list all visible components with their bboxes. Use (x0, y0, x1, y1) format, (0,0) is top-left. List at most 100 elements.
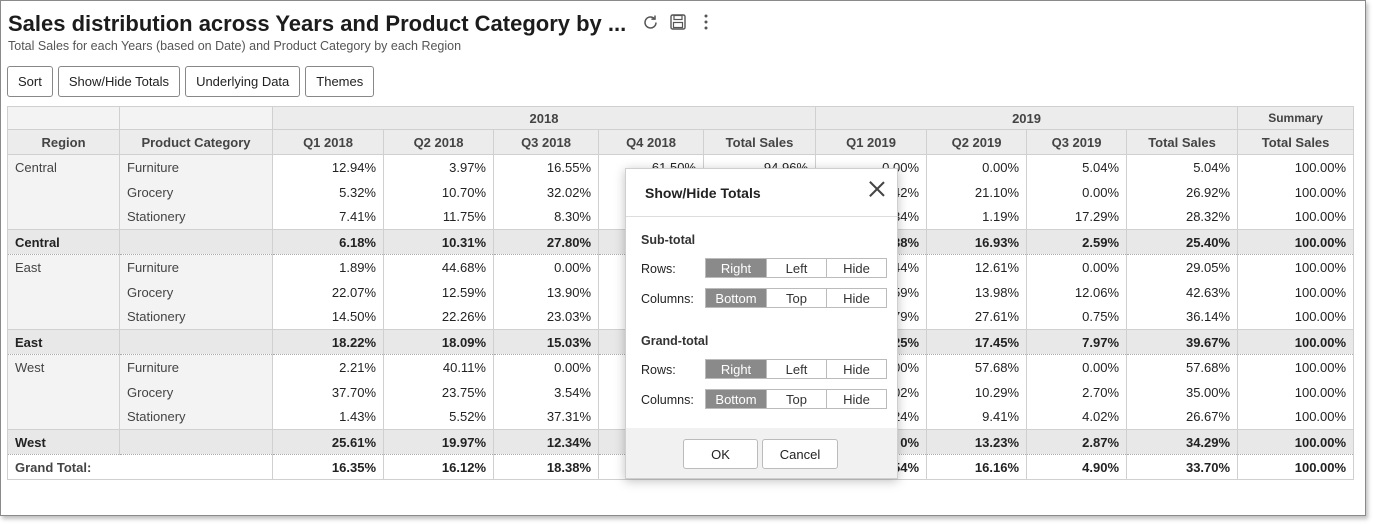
column-header[interactable]: Total Sales (702, 129, 817, 155)
region-cell: West (7, 429, 120, 455)
region-cell: East (7, 254, 120, 280)
subtotal-columns-hide-option[interactable]: Hide (826, 289, 886, 307)
grandtotal-columns-bottom-option[interactable]: Bottom (706, 390, 766, 408)
title-actions (641, 13, 715, 31)
value-cell: 2.70% (1026, 379, 1128, 405)
value-cell: 10.31% (383, 229, 494, 255)
value-cell: 0.00% (1026, 179, 1128, 205)
grandtotal-columns-toggle: Bottom Top Hide (705, 389, 887, 409)
subtotal-rows-left-option[interactable]: Left (766, 259, 826, 277)
category-cell: Grocery (119, 379, 273, 405)
value-cell: 12.06% (1026, 279, 1128, 305)
value-cell: 0.00% (493, 354, 599, 380)
more-vert-icon[interactable] (697, 13, 715, 31)
column-header[interactable]: Total Sales (1237, 129, 1355, 155)
value-cell: 13.23% (926, 429, 1028, 455)
column-header[interactable]: Q2 2019 (926, 129, 1028, 155)
year-header-2019[interactable]: 2019 (815, 106, 1239, 130)
category-cell (119, 329, 273, 355)
refresh-icon[interactable] (641, 13, 659, 31)
category-cell: Stationery (119, 304, 273, 330)
value-cell: 23.75% (383, 379, 494, 405)
dialog-title: Show/Hide Totals (645, 185, 761, 201)
value-cell: 100.00% (1237, 154, 1355, 180)
ok-button[interactable]: OK (683, 439, 758, 469)
show-hide-totals-button[interactable]: Show/Hide Totals (57, 66, 181, 97)
column-header[interactable]: Q2 2018 (383, 129, 494, 155)
year-header-2018[interactable]: 2018 (271, 106, 817, 130)
themes-button[interactable]: Themes (305, 66, 375, 97)
value-cell: 18.22% (272, 329, 384, 355)
subtotal-columns-bottom-option[interactable]: Bottom (706, 289, 766, 307)
column-header[interactable]: Product Category (119, 129, 273, 155)
subtotal-rows-right-option[interactable]: Right (706, 259, 766, 277)
value-cell: 0.00% (1026, 254, 1128, 280)
value-cell: 11.75% (383, 204, 494, 230)
column-header[interactable]: Region (7, 129, 120, 155)
subtotal-label: Sub-total (641, 233, 696, 247)
value-cell: 29.05% (1126, 254, 1239, 280)
underlying-data-button[interactable]: Underlying Data (185, 66, 301, 97)
close-icon[interactable] (867, 179, 887, 199)
value-cell: 5.04% (1126, 154, 1239, 180)
value-cell: 12.34% (493, 429, 599, 455)
category-cell: Stationery (119, 404, 273, 430)
value-cell: 0.00% (926, 154, 1028, 180)
subtotal-columns-top-option[interactable]: Top (766, 289, 826, 307)
region-cell (7, 304, 120, 330)
grandtotal-columns-hide-option[interactable]: Hide (826, 390, 886, 408)
value-cell: 44.68% (383, 254, 494, 280)
value-cell: 100.00% (1237, 379, 1355, 405)
value-cell: 42.63% (1126, 279, 1239, 305)
grandtotal-rows-left-option[interactable]: Left (766, 360, 826, 378)
value-cell: 16.55% (493, 154, 599, 180)
column-header[interactable]: Q1 2019 (815, 129, 928, 155)
category-cell: Furniture (119, 354, 273, 380)
region-cell: Central (7, 154, 120, 180)
value-cell: 3.97% (383, 154, 494, 180)
value-cell: 0.00% (493, 254, 599, 280)
save-icon[interactable] (669, 13, 687, 31)
value-cell: 25.40% (1126, 229, 1239, 255)
category-cell: Furniture (119, 254, 273, 280)
value-cell: 37.70% (272, 379, 384, 405)
value-cell: 0.00% (1026, 354, 1128, 380)
grandtotal-label: Grand-total (641, 334, 709, 348)
table-row: CentralFurniture12.94%3.97%16.55%61.50%9… (7, 154, 1355, 180)
header-blank (7, 106, 120, 130)
region-cell (7, 379, 120, 405)
value-cell: 100.00% (1237, 229, 1355, 255)
region-cell: West (7, 354, 120, 380)
value-cell: 100.00% (1237, 179, 1355, 205)
grandtotal-rows-hide-option[interactable]: Hide (826, 360, 886, 378)
value-cell: 16.16% (926, 454, 1028, 480)
subtotal-rows-toggle: Right Left Hide (705, 258, 887, 278)
value-cell: 100.00% (1237, 354, 1355, 380)
cancel-button[interactable]: Cancel (762, 439, 838, 469)
grandtotal-columns-top-option[interactable]: Top (766, 390, 826, 408)
region-cell: East (7, 329, 120, 355)
grand-total-row: Grand Total: 16.35% 16.12% 18.38% 54% 16.16% 4… (7, 454, 1355, 480)
sort-button[interactable]: Sort (7, 66, 53, 97)
column-header[interactable]: Q3 2018 (493, 129, 599, 155)
column-header[interactable]: Q3 2019 (1026, 129, 1128, 155)
region-cell (7, 204, 120, 230)
subtotal-rows-hide-option[interactable]: Hide (826, 259, 886, 277)
value-cell: 4.90% (1026, 454, 1128, 480)
value-cell: 13.90% (493, 279, 599, 305)
value-cell: 17.45% (926, 329, 1028, 355)
value-cell: 7.97% (1026, 329, 1128, 355)
column-header[interactable]: Q1 2018 (272, 129, 384, 155)
value-cell: 26.92% (1126, 179, 1239, 205)
grandtotal-rows-right-option[interactable]: Right (706, 360, 766, 378)
column-header[interactable]: Q4 2018 (598, 129, 704, 155)
value-cell: 8.30% (493, 204, 599, 230)
value-cell: 19.97% (383, 429, 494, 455)
value-cell: 57.68% (926, 354, 1028, 380)
value-cell: 5.52% (383, 404, 494, 430)
column-header[interactable]: Total Sales (1126, 129, 1239, 155)
table-row: Grocery 22.07% 12.59% 13.90% 59% 13.98% 12.06%… (7, 279, 1355, 305)
value-cell: 100.00% (1237, 404, 1355, 430)
value-cell: 22.26% (383, 304, 494, 330)
dialog-divider (626, 216, 897, 217)
